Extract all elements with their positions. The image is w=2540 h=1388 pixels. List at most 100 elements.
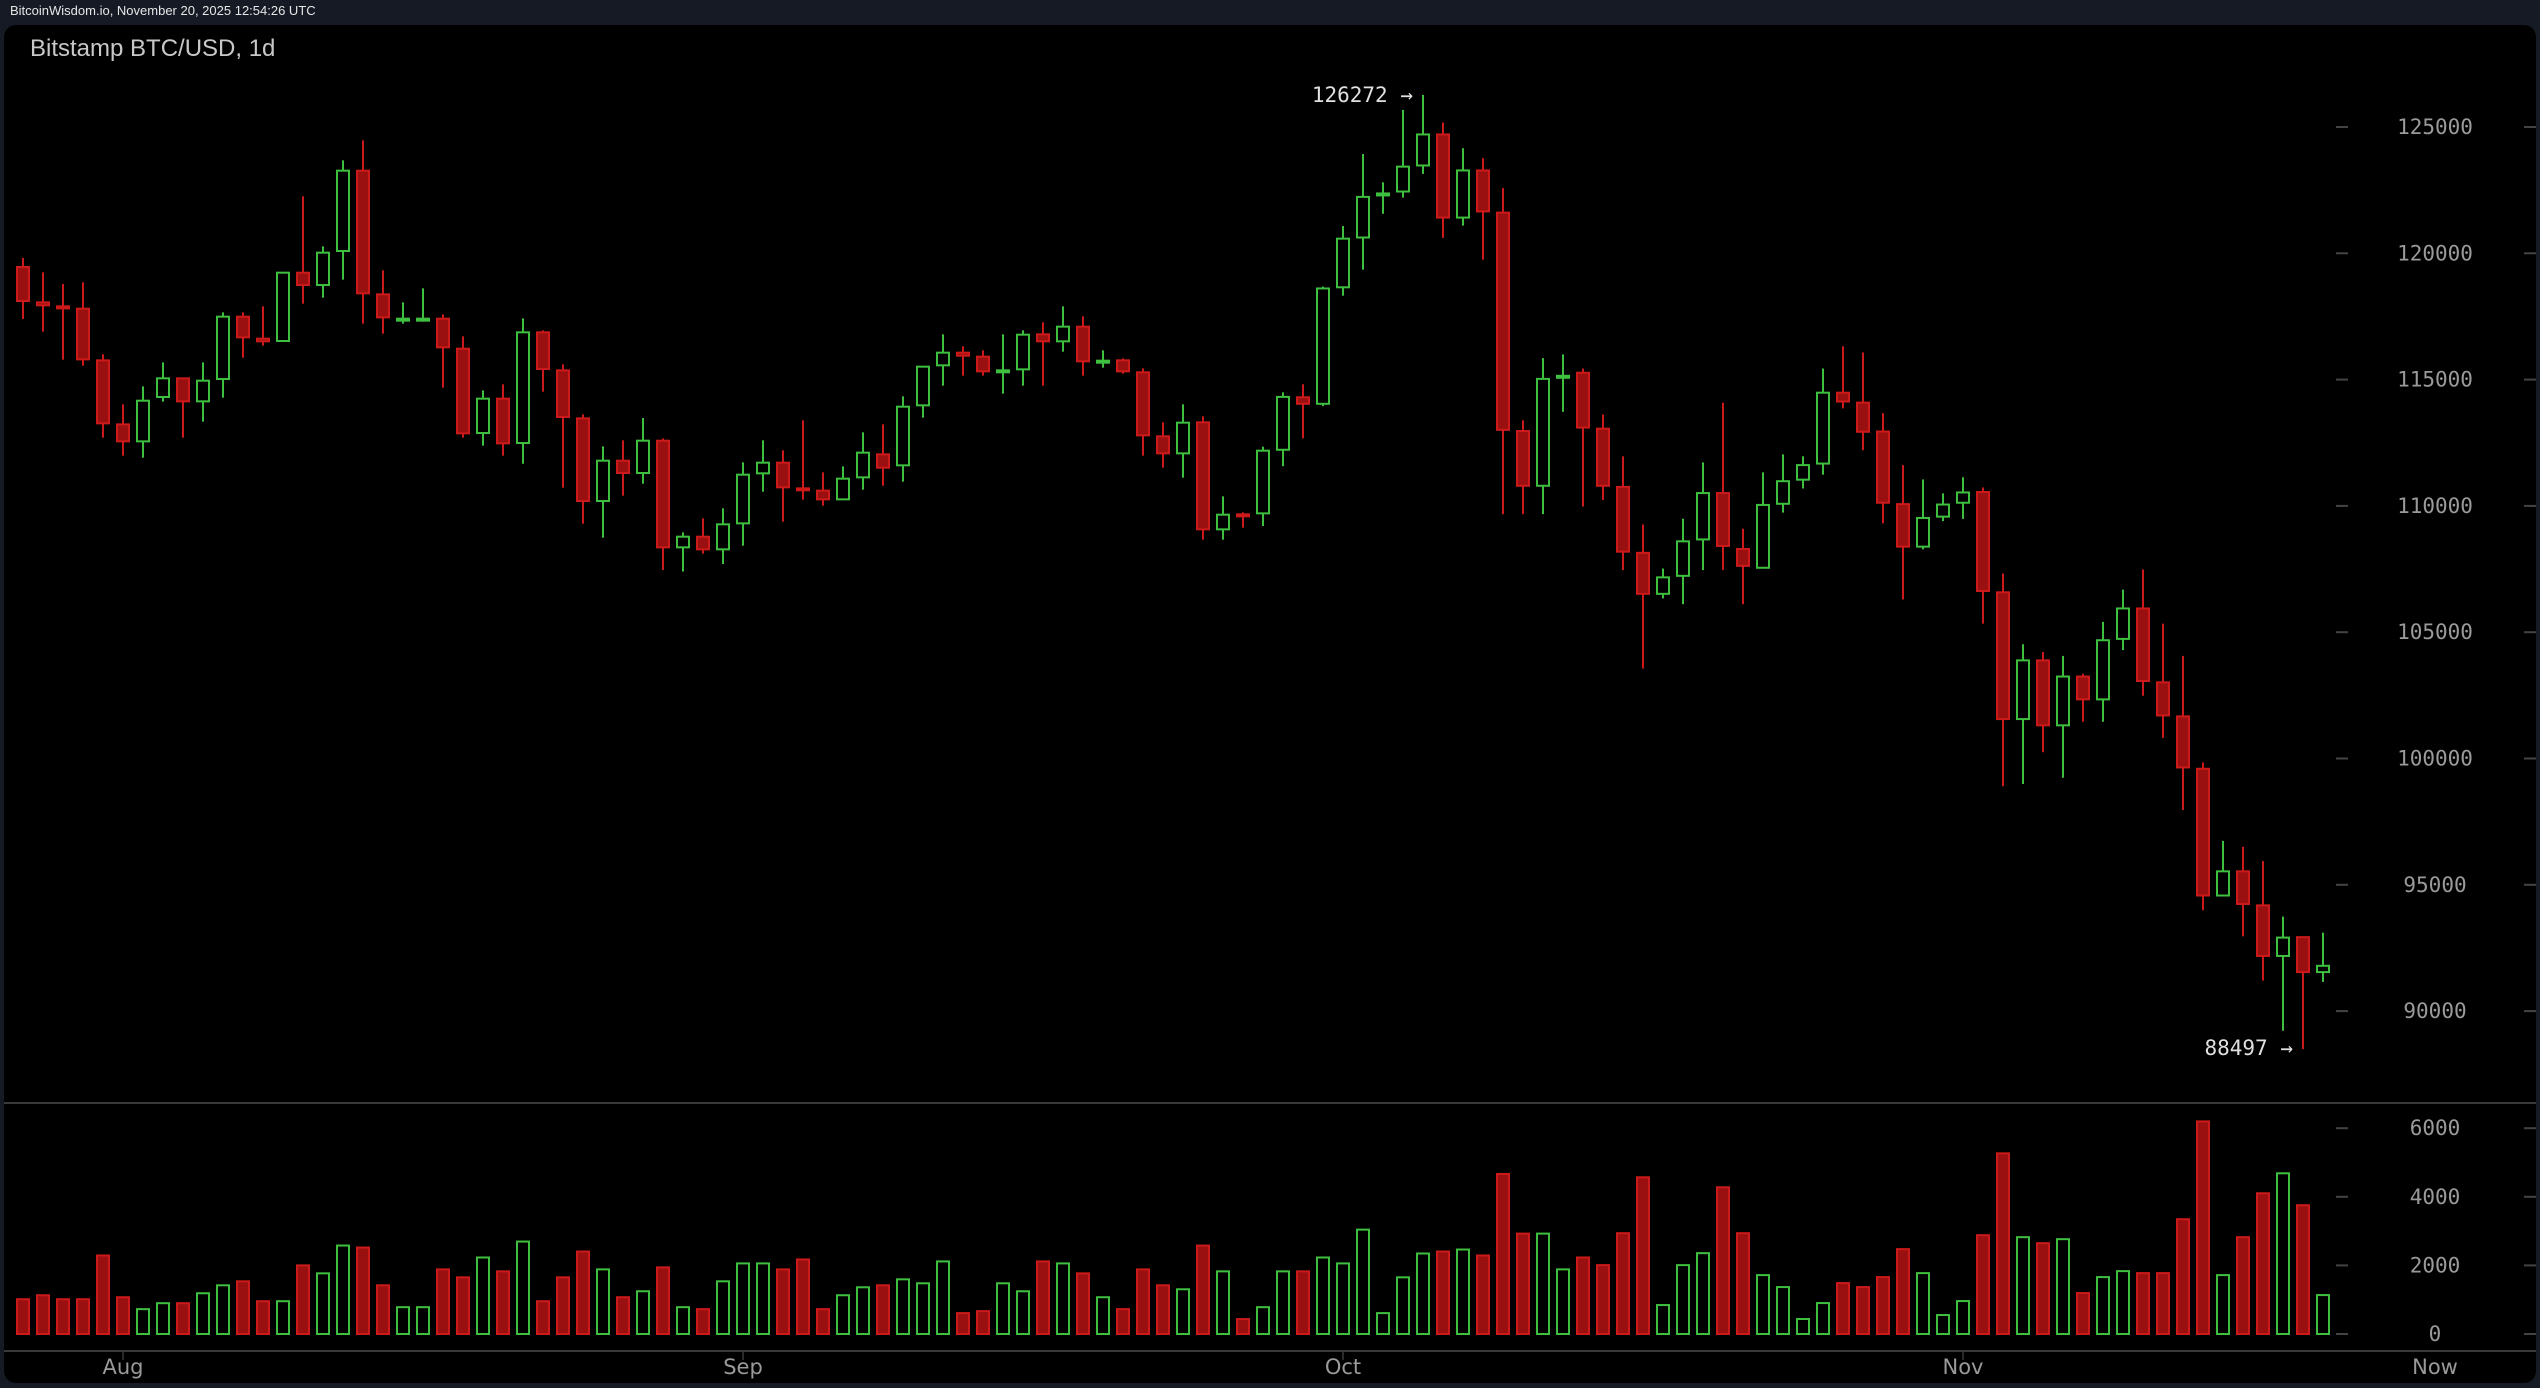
candle-body [156,377,170,399]
volume-bar [676,1306,690,1335]
candle-body [56,305,70,310]
candle [1796,456,1810,489]
candle-body [1616,485,1630,553]
candle-body [116,423,130,443]
candle [2156,623,2170,738]
candle [1536,358,1550,515]
candle [1776,454,1790,513]
candlestick-chart[interactable]: 90000 95000 100000 105000 110000 115000 120000… [4,25,2536,1383]
candle [276,271,290,343]
volume-bar [576,1250,590,1336]
volume-bar [736,1262,750,1336]
candle-body [1276,395,1290,451]
candle-body [1056,325,1070,343]
source-timestamp-bar: BitcoinWisdom.io, November 20, 2025 12:5… [10,3,316,18]
candle [1516,420,1530,515]
volume-bar [1316,1256,1330,1335]
volume-bar [1496,1172,1510,1335]
volume-bar [136,1308,150,1335]
volume-bar [1436,1250,1450,1336]
volume-bar [2156,1272,2170,1336]
candle-body [636,439,650,475]
volume-bar [1036,1260,1050,1335]
candle [596,446,610,538]
volume-bar [556,1276,570,1336]
candle-body [2276,936,2290,957]
candle-body [1896,503,1910,548]
volume-bar [616,1296,630,1335]
candle [756,440,770,492]
candle-body [756,461,770,475]
candle-body [136,399,150,443]
volume-bar [496,1270,510,1335]
candle-body [256,337,270,343]
candle-body [1776,480,1790,505]
volume-bar [1916,1272,1930,1336]
volume-bar [216,1284,230,1335]
candle [856,432,870,490]
volume-bar [1416,1252,1430,1336]
volume-bar [176,1302,190,1336]
candle-body [1376,192,1390,197]
candle-body [676,535,690,549]
candle-body [2016,659,2030,721]
volume-bar [2236,1236,2250,1336]
candle [1156,422,1170,468]
candle-body [2036,659,2050,727]
candle-body [976,355,990,373]
volume-bar [1176,1288,1190,1336]
volume-bar [516,1240,530,1336]
candle [816,472,830,506]
candle-body [1676,540,1690,577]
candle [2136,569,2150,696]
volume-bar [896,1278,910,1336]
volume-bar [1296,1270,1310,1335]
candle-body [2076,675,2090,701]
candle [1116,358,1130,374]
volume-bar [1776,1286,1790,1336]
candle [1076,316,1090,376]
candle [236,312,250,358]
candle-body [1656,576,1670,595]
price-annotations: 126272 → 88497 → [1312,83,2293,1060]
volume-bar [1376,1312,1390,1336]
candle-body [1856,401,1870,433]
candle-body [1536,377,1550,487]
volume-bar [1816,1302,1830,1336]
candle [616,440,630,496]
candle [1756,472,1770,569]
volume-bar [636,1290,650,1336]
chart-panel[interactable]: 90000 95000 100000 105000 110000 115000 120000… [4,25,2536,1383]
volume-bar [596,1268,610,1335]
candle-body [2236,870,2250,906]
candle [1256,446,1270,527]
volume-bar [1536,1232,1550,1335]
candle [1456,148,1470,226]
candle [1856,352,1870,451]
volume-bar [2016,1236,2030,1336]
candle [2076,673,2090,722]
volume-bar [696,1308,710,1335]
candle-body [1096,359,1110,364]
candle-body [836,477,850,501]
candle [2096,621,2110,722]
candle [416,288,430,322]
candle-body [1696,492,1710,541]
candle-body [1396,165,1410,193]
volume-bar [156,1302,170,1336]
candle-body [1136,371,1150,437]
volume-bar [2076,1292,2090,1335]
candle-body [696,535,710,551]
price-axis-label: 110000 [2397,494,2473,518]
volume-bar [76,1298,90,1336]
volume-bar [1656,1304,1670,1335]
volume-bar [656,1266,670,1336]
candle-body [1876,430,1890,504]
price-candles [16,94,2330,1050]
time-axis-label: Oct [1325,1355,1361,1379]
candle [636,417,650,484]
low-price-annotation: 88497 → [2204,1036,2293,1060]
volume-bar [1456,1248,1470,1335]
candle [796,420,810,500]
candle-body [356,169,370,295]
